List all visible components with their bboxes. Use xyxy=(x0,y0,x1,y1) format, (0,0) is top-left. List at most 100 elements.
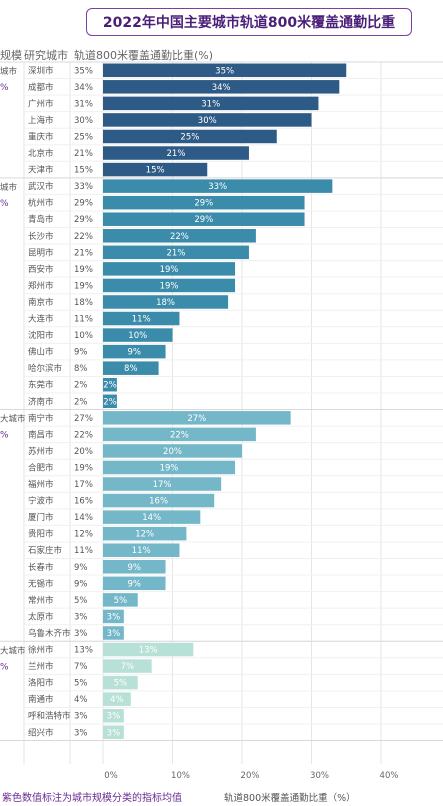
value-label: 16% xyxy=(74,497,93,507)
city-label: 太原市 xyxy=(28,611,54,622)
city-label: 石家庄市 xyxy=(28,545,63,556)
value-label: 8% xyxy=(74,364,88,374)
bar xyxy=(103,642,194,657)
bar-data-label: 22% xyxy=(170,232,189,242)
x-tick-label: 30% xyxy=(310,771,329,781)
city-label: 东莞市 xyxy=(28,380,54,391)
value-label: 22% xyxy=(74,232,93,242)
value-label: 13% xyxy=(74,646,93,656)
bar xyxy=(103,129,277,144)
value-label: 34% xyxy=(74,83,93,93)
city-label: 呼和浩特市 xyxy=(28,711,71,722)
city-label: 青岛市 xyxy=(28,214,54,225)
bar-data-label: 21% xyxy=(167,248,186,258)
bar-data-label: 29% xyxy=(194,215,213,225)
city-label: 福州市 xyxy=(28,479,54,490)
bar xyxy=(103,560,166,574)
bar-data-label: 11% xyxy=(132,315,151,325)
value-label: 20% xyxy=(74,447,93,457)
bar-data-label: 12% xyxy=(135,530,154,540)
bar xyxy=(103,63,347,78)
bar-data-label: 9% xyxy=(128,563,142,573)
tier-label: 大城市 xyxy=(0,414,26,425)
bar-data-label: 14% xyxy=(142,513,161,523)
value-label: 5% xyxy=(74,679,88,689)
rows-layer: 城市% 深圳市 35% 35% 成都市 34% 34% 广州市 31% 31% 上海市 30% 30% 重… xyxy=(0,63,347,740)
bar-data-label: 2% xyxy=(103,397,117,407)
city-label: 乌鲁木齐市 xyxy=(28,628,71,639)
bar xyxy=(103,295,229,309)
bar xyxy=(103,262,236,276)
city-label: 长春市 xyxy=(28,562,54,573)
bar xyxy=(103,526,187,541)
bar-data-label: 21% xyxy=(167,149,186,159)
value-label: 21% xyxy=(74,248,93,258)
bar xyxy=(103,593,138,607)
value-label: 19% xyxy=(74,265,93,275)
city-label: 南通市 xyxy=(28,694,54,705)
bar xyxy=(103,427,256,442)
value-label: 12% xyxy=(74,530,93,540)
bar xyxy=(103,377,117,392)
city-label: 徐州市 xyxy=(28,645,54,656)
value-label: 17% xyxy=(74,480,93,490)
bar xyxy=(103,344,166,359)
tier-average: % xyxy=(0,431,9,441)
value-label: 33% xyxy=(74,182,93,192)
city-label: 西安市 xyxy=(28,264,54,275)
bar-data-label: 30% xyxy=(198,116,217,126)
city-label: 苏州市 xyxy=(28,446,54,457)
value-label: 3% xyxy=(74,612,88,622)
city-label: 常州市 xyxy=(28,595,54,606)
city-label: 佛山市 xyxy=(28,347,54,358)
chart-title: 2022年中国主要城市轨道800米覆盖通勤比重 xyxy=(86,8,412,36)
value-label: 27% xyxy=(74,414,93,424)
bar xyxy=(103,113,312,127)
value-label: 2% xyxy=(74,397,88,407)
city-label: 济南市 xyxy=(28,396,54,407)
bar-data-label: 9% xyxy=(128,348,142,358)
value-label: 10% xyxy=(74,331,93,341)
bar xyxy=(103,411,291,425)
bar xyxy=(103,675,138,690)
value-label: 19% xyxy=(74,463,93,473)
value-label: 3% xyxy=(74,728,88,738)
bar-data-label: 5% xyxy=(114,596,128,606)
grid-layer xyxy=(0,61,443,764)
city-label: 南昌市 xyxy=(28,429,54,440)
value-label: 9% xyxy=(74,348,88,358)
city-label: 杭州市 xyxy=(28,198,54,209)
bar-data-label: 17% xyxy=(153,480,172,490)
value-label: 21% xyxy=(74,149,93,159)
bar-data-label: 25% xyxy=(180,132,199,142)
city-label: 厦门市 xyxy=(28,512,54,523)
bar-data-label: 7% xyxy=(121,662,135,672)
value-label: 4% xyxy=(74,695,88,705)
value-label: 22% xyxy=(74,430,93,440)
tier-average: % xyxy=(0,662,9,672)
bar-data-label: 33% xyxy=(208,182,227,192)
tier-label: 城市 xyxy=(0,66,18,77)
bar xyxy=(103,460,236,475)
bar-data-label: 11% xyxy=(132,546,151,556)
bar xyxy=(103,212,305,226)
bar xyxy=(103,328,173,342)
tier-label: 大城市 xyxy=(0,645,26,656)
value-label: 14% xyxy=(74,513,93,523)
bar xyxy=(103,692,131,706)
bar xyxy=(103,245,249,260)
bar-data-label: 35% xyxy=(215,66,234,76)
city-label: 广州市 xyxy=(28,98,54,109)
value-label: 9% xyxy=(74,563,88,573)
bar-data-label: 2% xyxy=(103,381,117,391)
bar xyxy=(103,659,152,673)
tier-average: % xyxy=(0,199,9,209)
bar-data-label: 8% xyxy=(124,364,138,374)
value-label: 15% xyxy=(74,166,93,176)
city-label: 北京市 xyxy=(28,148,54,159)
city-label: 贵阳市 xyxy=(28,529,54,540)
bar-data-label: 3% xyxy=(107,712,121,722)
bar xyxy=(103,146,249,160)
value-label: 25% xyxy=(74,132,93,142)
bar xyxy=(103,493,215,508)
